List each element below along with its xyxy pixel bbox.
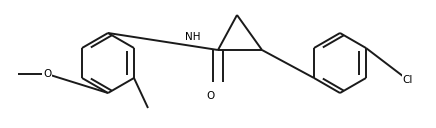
- Text: NH: NH: [185, 32, 201, 42]
- Text: O: O: [43, 69, 51, 79]
- Text: Cl: Cl: [403, 75, 413, 85]
- Text: O: O: [206, 91, 214, 101]
